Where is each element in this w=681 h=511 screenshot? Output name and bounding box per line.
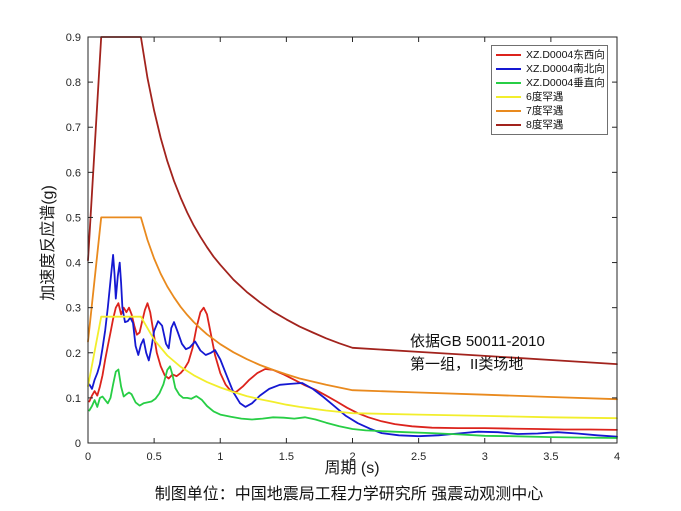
legend-line-swatch-orange [496,110,521,112]
svg-text:2: 2 [349,451,355,463]
figure-caption: 制图单位：中国地震局工程力学研究所 强震动观测中心 [154,486,544,503]
legend-label: 7度罕遇 [526,105,564,117]
svg-text:1.5: 1.5 [279,451,294,463]
legend-line-swatch-blue [496,68,521,70]
svg-text:0.3: 0.3 [66,303,81,315]
legend-entry-ew: XZ.D0004东西向 [492,48,607,62]
legend-line-swatch-darkred [496,124,521,126]
legend-label: XZ.D0004南北向 [526,63,605,75]
svg-text:0.8: 0.8 [66,77,81,89]
legend: XZ.D0004东西向 XZ.D0004南北向 XZ.D0004垂直向 6度罕遇… [491,45,608,135]
legend-line-swatch-green [496,82,521,84]
svg-text:0.2: 0.2 [66,348,81,360]
svg-text:0.4: 0.4 [66,258,81,270]
annotation-line-2: 第一组，II类场地 [410,356,524,373]
legend-entry-intensity6: 6度罕遇 [492,90,607,104]
svg-text:1: 1 [217,451,223,463]
code-reference-annotation: 依据GB 50011-2010 第一组，II类场地 [410,330,545,376]
svg-text:3: 3 [482,451,488,463]
legend-entry-intensity8: 8度罕遇 [492,118,607,132]
legend-entry-ns: XZ.D0004南北向 [492,62,607,76]
y-axis-label: 加速度反应谱(g) [40,185,57,301]
svg-text:0: 0 [85,451,91,463]
svg-text:2.5: 2.5 [411,451,426,463]
svg-text:0.1: 0.1 [66,393,81,405]
legend-label: 6度罕遇 [526,91,564,103]
legend-label: XZ.D0004垂直向 [526,77,605,89]
svg-text:0: 0 [75,438,81,450]
svg-text:0.5: 0.5 [66,212,81,224]
legend-entry-vertical: XZ.D0004垂直向 [492,76,607,90]
x-axis-label: 周期 (s) [324,460,380,477]
svg-text:0.5: 0.5 [146,451,161,463]
legend-entry-intensity7: 7度罕遇 [492,104,607,118]
svg-text:0.9: 0.9 [66,32,81,44]
annotation-line-1: 依据GB 50011-2010 [410,333,545,350]
legend-line-swatch-yellow [496,96,521,98]
legend-label: 8度罕遇 [526,119,564,131]
svg-text:0.7: 0.7 [66,122,81,134]
legend-line-swatch-red [496,54,521,56]
svg-text:4: 4 [614,451,620,463]
legend-label: XZ.D0004东西向 [526,49,605,61]
svg-text:3.5: 3.5 [543,451,558,463]
svg-text:0.6: 0.6 [66,167,81,179]
